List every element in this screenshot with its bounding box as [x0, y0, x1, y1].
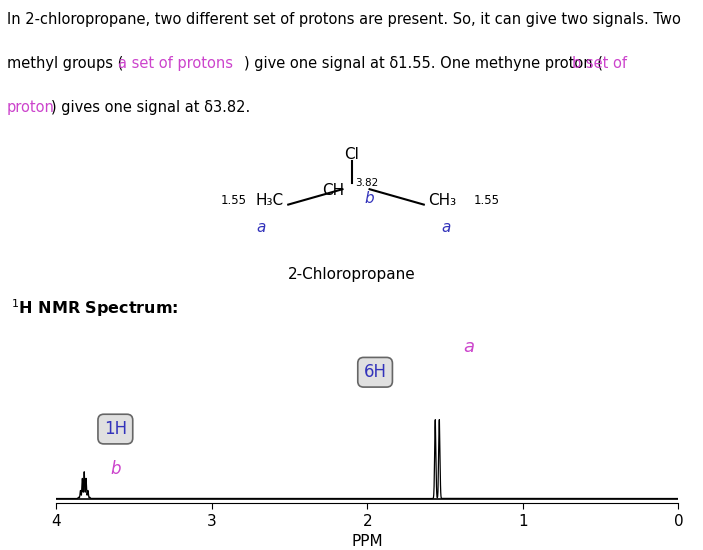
Text: CH₃: CH₃	[428, 193, 456, 208]
Text: b: b	[110, 460, 121, 477]
Text: methyl groups (: methyl groups (	[7, 57, 124, 72]
Text: ) gives one signal at δ3.82.: ) gives one signal at δ3.82.	[51, 100, 250, 116]
Text: 6H: 6H	[363, 363, 387, 381]
Text: a set of protons: a set of protons	[118, 57, 233, 72]
Text: H₃C: H₃C	[256, 193, 284, 208]
Text: a: a	[441, 220, 451, 235]
Text: b: b	[364, 191, 374, 206]
Text: ) give one signal at δ1.55. One methyne proton (: ) give one signal at δ1.55. One methyne …	[244, 57, 603, 72]
Text: CH: CH	[322, 183, 344, 198]
Text: In 2-chloropropane, two different set of protons are present. So, it can give tw: In 2-chloropropane, two different set of…	[7, 12, 681, 28]
Text: 3.82: 3.82	[355, 178, 378, 188]
Text: a: a	[464, 338, 475, 356]
Text: 1.55: 1.55	[474, 194, 500, 207]
Text: 1H: 1H	[104, 420, 127, 438]
X-axis label: PPM: PPM	[352, 534, 383, 549]
Text: a: a	[257, 220, 266, 235]
Text: b set of: b set of	[572, 57, 627, 72]
Text: $^{1}$H NMR Spectrum:: $^{1}$H NMR Spectrum:	[11, 298, 178, 320]
Text: 1.55: 1.55	[221, 194, 247, 207]
Text: proton: proton	[7, 100, 55, 116]
Text: 2-Chloropropane: 2-Chloropropane	[288, 267, 415, 282]
Text: Cl: Cl	[344, 147, 359, 162]
